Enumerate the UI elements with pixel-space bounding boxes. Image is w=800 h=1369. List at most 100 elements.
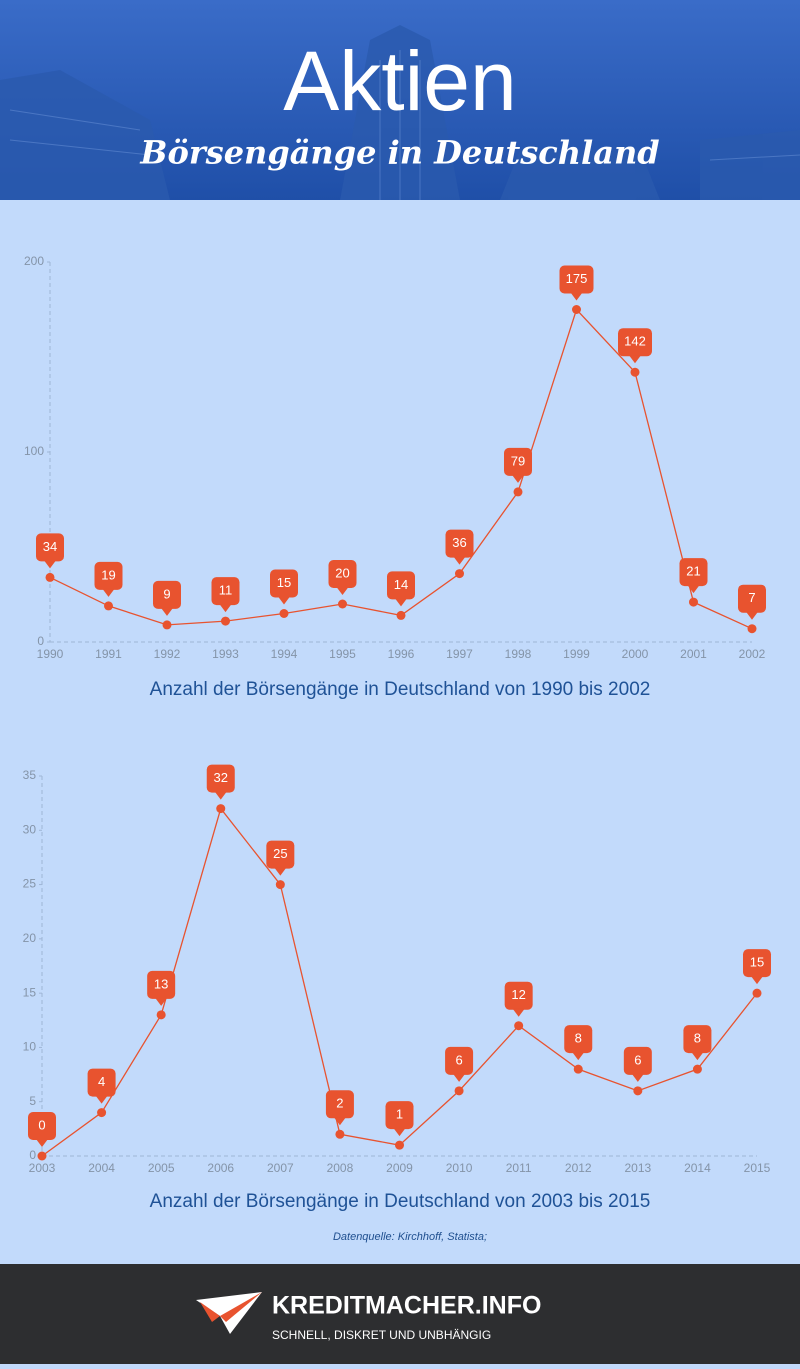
- data-label: 21: [686, 564, 700, 579]
- y-tick-label: 30: [23, 822, 37, 836]
- point: [633, 1086, 643, 1096]
- label-pointer: [274, 867, 287, 876]
- x-tick-label: 1995: [329, 647, 356, 661]
- data-label: 9: [163, 586, 170, 601]
- label-pointer: [746, 611, 758, 620]
- x-tick-label: 2006: [207, 1161, 234, 1175]
- label-bubble: [387, 571, 415, 600]
- label-pointer: [572, 1052, 585, 1061]
- label-bubble: [87, 1068, 116, 1097]
- point: [513, 487, 523, 497]
- point: [156, 1010, 166, 1020]
- x-tick-label: 2011: [506, 1161, 532, 1175]
- x-tick-label: 2004: [88, 1161, 115, 1175]
- data-label: 34: [43, 539, 57, 554]
- label-pointer: [336, 587, 349, 595]
- x-tick-label: 2014: [684, 1161, 711, 1175]
- y-tick-label: 0: [37, 634, 44, 648]
- x-tick-label: 2013: [624, 1161, 651, 1175]
- data-label: 2: [336, 1096, 343, 1111]
- point: [396, 610, 406, 620]
- label-bubble: [683, 1025, 712, 1054]
- footer-tagline: SCHNELL, DISKRET UND UNBHÄNGIG: [272, 1328, 491, 1342]
- y-tick-label: 5: [29, 1094, 36, 1108]
- label-bubble: [153, 580, 181, 609]
- y-tick-label: 35: [23, 768, 37, 782]
- label-bubble: [266, 840, 295, 869]
- x-tick-label: 1991: [95, 647, 122, 661]
- point: [573, 1064, 583, 1074]
- label-bubble: [211, 577, 240, 606]
- data-label: 13: [154, 976, 168, 991]
- label-pointer: [395, 598, 407, 607]
- footer-brand: KREDITMACHER.INFO: [272, 1292, 541, 1320]
- y-tick-label: 0: [29, 1148, 36, 1162]
- label-bubble: [94, 561, 123, 590]
- label-bubble: [504, 447, 532, 476]
- x-tick-label: 2003: [29, 1161, 56, 1175]
- data-label: 175: [566, 271, 588, 286]
- label-pointer: [36, 1139, 48, 1147]
- x-tick-label: 2010: [446, 1161, 473, 1175]
- data-label: 6: [634, 1052, 641, 1067]
- x-tick-label: 2009: [386, 1161, 413, 1175]
- point: [45, 572, 55, 582]
- label-bubble: [147, 970, 176, 999]
- x-tick-label: 2012: [565, 1161, 592, 1175]
- x-tick-label: 2002: [739, 647, 766, 661]
- label-bubble: [623, 1046, 652, 1075]
- x-tick-label: 1994: [271, 647, 298, 661]
- x-tick-label: 2000: [622, 647, 649, 661]
- label-bubble: [36, 533, 64, 562]
- label-pointer: [629, 355, 641, 364]
- data-label: 142: [624, 334, 646, 349]
- x-tick-label: 2007: [267, 1161, 294, 1175]
- point: [689, 597, 698, 607]
- data-label: 8: [694, 1031, 701, 1046]
- label-bubble: [504, 981, 533, 1010]
- label-pointer: [393, 1128, 406, 1137]
- point: [221, 616, 230, 626]
- x-tick-label: 2001: [680, 647, 707, 661]
- y-tick-label: 20: [23, 931, 37, 945]
- label-pointer: [102, 588, 115, 597]
- label-pointer: [751, 976, 763, 985]
- label-pointer: [453, 556, 466, 565]
- point: [747, 624, 757, 634]
- point: [104, 601, 113, 611]
- label-bubble: [28, 1112, 56, 1140]
- label-bubble: [445, 1046, 474, 1075]
- label-bubble: [385, 1101, 414, 1130]
- label-pointer: [95, 1095, 108, 1104]
- label-bubble: [559, 265, 594, 294]
- label-bubble: [328, 560, 357, 588]
- header-title: Aktien: [283, 34, 516, 128]
- x-tick-label: 1993: [212, 647, 239, 661]
- point: [162, 620, 172, 630]
- logo-icon: [196, 1292, 262, 1334]
- y-tick-label: 200: [24, 254, 44, 268]
- label-bubble: [679, 558, 708, 587]
- label-pointer: [631, 1073, 644, 1082]
- data-label: 12: [511, 987, 525, 1002]
- point: [216, 804, 226, 814]
- x-tick-label: 1992: [154, 647, 181, 661]
- y-tick-label: 25: [23, 877, 37, 891]
- data-label: 25: [273, 846, 287, 861]
- label-bubble: [270, 569, 298, 598]
- label-pointer: [161, 607, 173, 616]
- point: [454, 1086, 464, 1096]
- chart-title: Anzahl der Börsengänge in Deutschland vo…: [150, 1191, 651, 1212]
- point: [97, 1108, 107, 1118]
- header-subtitle: Börsengänge in Deutschland: [139, 134, 659, 172]
- y-tick-label: 10: [23, 1040, 37, 1054]
- data-label: 36: [452, 535, 466, 550]
- x-tick-label: 1997: [446, 647, 473, 661]
- label-bubble: [206, 764, 235, 793]
- label-bubble: [564, 1025, 593, 1054]
- x-tick-label: 2015: [744, 1161, 771, 1175]
